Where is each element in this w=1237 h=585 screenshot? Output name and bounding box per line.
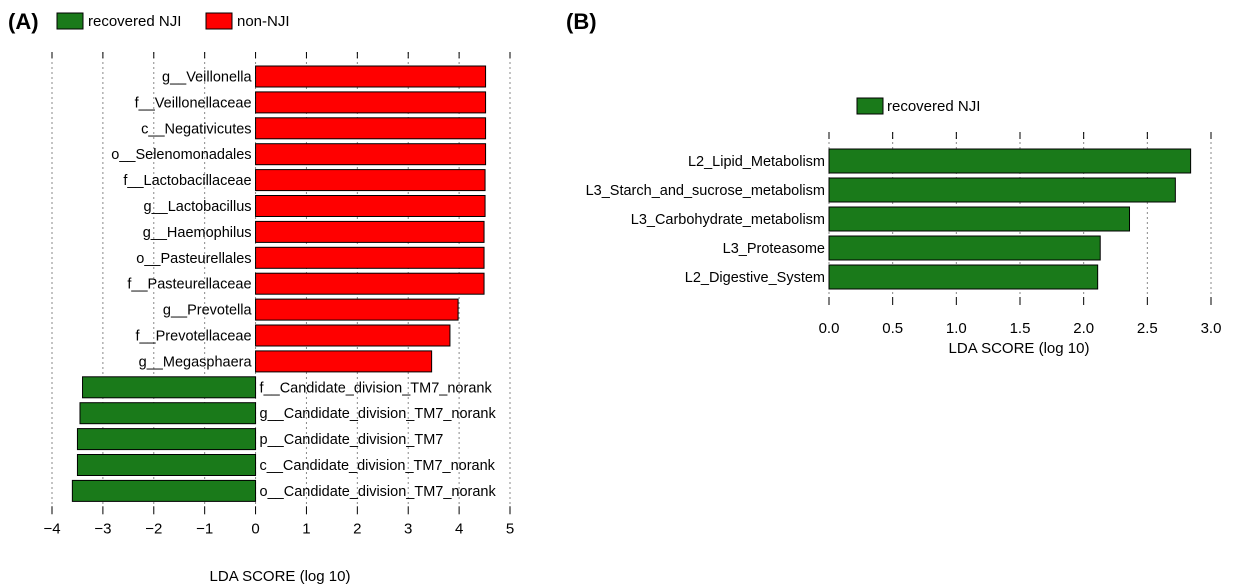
bar: [255, 272, 485, 295]
category-label: g__Lactobacillus: [144, 199, 252, 215]
panel-a-bars: [71, 65, 487, 502]
x-tick-label: 0.0: [819, 320, 840, 337]
bar: [71, 479, 257, 502]
category-label: L2_Lipid_Metabolism: [688, 154, 825, 170]
x-tick-label: 1.0: [946, 320, 967, 337]
category-label: c__Candidate_division_TM7_norank: [260, 458, 496, 474]
bar: [255, 195, 486, 217]
legend-swatch-non-nji: [205, 12, 233, 30]
bar: [255, 169, 486, 192]
legend-label-non-nji: non-NJI: [237, 13, 290, 30]
panel-a-x-axis: −4 −3 −2 −1 0 1 2 3 4 5: [43, 52, 514, 537]
category-label: o__Candidate_division_TM7_norank: [260, 484, 497, 500]
bar: [255, 298, 459, 321]
category-label: g__Prevotella: [163, 303, 253, 319]
legend-label-recovered-b: recovered NJI: [887, 98, 980, 115]
panel-a: (A) recovered NJI non-NJI g__Veillonella…: [8, 9, 514, 585]
x-tick-label: −4: [43, 520, 60, 537]
bar: [255, 143, 487, 166]
category-label: g__Candidate_division_TM7_norank: [260, 406, 497, 422]
panel-a-legend: recovered NJI non-NJI: [56, 12, 290, 30]
x-tick-label: −3: [94, 520, 111, 537]
bar: [76, 454, 257, 476]
panel-a-x-axis-title: LDA SCORE (log 10): [210, 568, 351, 585]
panel-a-label: (A): [8, 9, 39, 34]
panel-b-legend: recovered NJI: [856, 97, 980, 115]
category-label: L3_Carbohydrate_metabolism: [631, 212, 825, 228]
bar: [255, 324, 451, 347]
category-label: f__Veillonellaceae: [135, 95, 252, 111]
panel-b-category-labels: L2_Lipid_Metabolism L3_Starch_and_sucrose…: [586, 154, 825, 286]
bar: [828, 264, 1099, 290]
x-tick-label: 2.0: [1073, 320, 1094, 337]
bar: [828, 235, 1101, 261]
bar: [255, 220, 485, 243]
category-label: g__Megasphaera: [139, 354, 253, 370]
category-label: f__Prevotellaceae: [135, 329, 251, 345]
legend-swatch-recovered: [56, 12, 84, 30]
x-tick-label: 0.5: [882, 320, 903, 337]
x-tick-label: 3: [404, 520, 412, 537]
category-label: L3_Proteasome: [723, 241, 825, 257]
category-label: f__Candidate_division_TM7_norank: [260, 380, 493, 396]
panel-b: (B) recovered NJI L2_Lipid_Metabolism L3_…: [566, 9, 1221, 357]
x-tick-label: 0: [251, 520, 259, 537]
category-label: o__Selenomonadales: [111, 147, 251, 163]
category-label: g__Veillonella: [162, 70, 252, 86]
bar: [255, 350, 433, 373]
x-tick-label: 3.0: [1201, 320, 1222, 337]
bar: [828, 177, 1176, 203]
category-label: L2_Digestive_System: [685, 270, 825, 286]
x-tick-label: 2.5: [1137, 320, 1158, 337]
category-label: f__Pasteurellaceae: [127, 277, 251, 293]
bar: [82, 376, 257, 399]
panel-b-bars: [828, 148, 1192, 290]
bar: [255, 246, 485, 269]
x-tick-label: −1: [196, 520, 213, 537]
bar: [828, 206, 1131, 232]
legend-swatch-recovered-b: [856, 97, 884, 115]
bar: [255, 117, 487, 140]
x-tick-label: 5: [506, 520, 514, 537]
bar: [828, 148, 1192, 174]
category-label: f__Lactobacillaceae: [123, 173, 251, 189]
panel-b-x-axis: 0.0 0.5 1.0 1.5 2.0 2.5 3.0: [819, 132, 1222, 337]
category-label: o__Pasteurellales: [136, 251, 251, 267]
panel-b-label: (B): [566, 9, 597, 34]
x-tick-label: −2: [145, 520, 162, 537]
x-tick-label: 1.5: [1010, 320, 1031, 337]
category-label: g__Haemophilus: [143, 225, 252, 241]
bar: [79, 402, 257, 425]
x-tick-label: 2: [353, 520, 361, 537]
category-label: c__Negativicutes: [141, 121, 251, 137]
legend-label-recovered: recovered NJI: [88, 13, 181, 30]
category-label: p__Candidate_division_TM7: [260, 432, 444, 448]
bar: [255, 65, 487, 88]
x-tick-label: 1: [302, 520, 310, 537]
bar: [255, 91, 487, 114]
category-label: L3_Starch_and_sucrose_metabolism: [586, 183, 825, 199]
bar: [76, 428, 257, 451]
panel-a-category-labels: g__Veillonella f__Veillonellaceae c__Negat…: [111, 70, 496, 500]
x-tick-label: 4: [455, 520, 463, 537]
panel-b-x-axis-title: LDA SCORE (log 10): [949, 340, 1090, 357]
